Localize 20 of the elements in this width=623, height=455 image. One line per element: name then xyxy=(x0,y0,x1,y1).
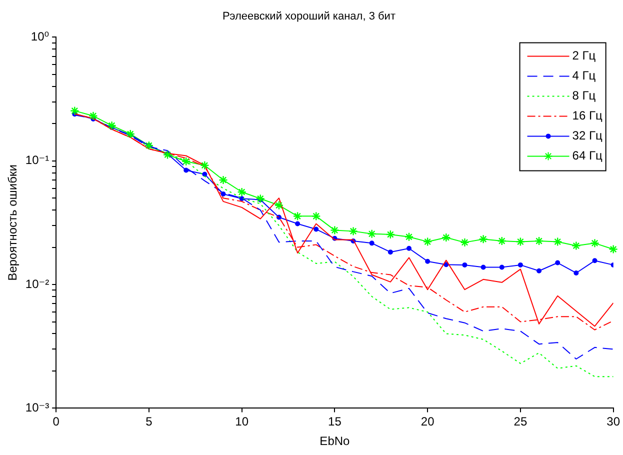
x-tick-label: 5 xyxy=(146,414,153,429)
legend-label: 16 Гц xyxy=(572,108,602,123)
y-tick-label: 10⁻³ xyxy=(25,400,50,415)
y-axis-title: Вероятность ошибки xyxy=(6,164,20,281)
x-tick-label: 0 xyxy=(52,414,60,429)
x-tick-label: 20 xyxy=(420,414,435,429)
x-tick-label: 10 xyxy=(235,414,249,429)
legend-label: 8 Гц xyxy=(572,88,596,103)
x-tick-label: 15 xyxy=(328,414,342,429)
legend-label: 64 Гц xyxy=(572,148,602,163)
chart-title: Рэлеевский хороший канал, 3 бит xyxy=(222,10,396,23)
y-tick-label: 10⁻² xyxy=(25,276,50,291)
x-axis-title: EbNo xyxy=(320,434,350,448)
legend-label: 4 Гц xyxy=(572,68,596,83)
x-tick-label: 25 xyxy=(514,414,528,429)
y-tick-label: 10⁰ xyxy=(30,30,50,44)
y-tick-label: 10⁻¹ xyxy=(25,153,50,168)
x-tick-label: 30 xyxy=(606,414,620,429)
legend-label: 32 Гц xyxy=(572,128,602,143)
legend-label: 2 Гц xyxy=(572,48,596,63)
